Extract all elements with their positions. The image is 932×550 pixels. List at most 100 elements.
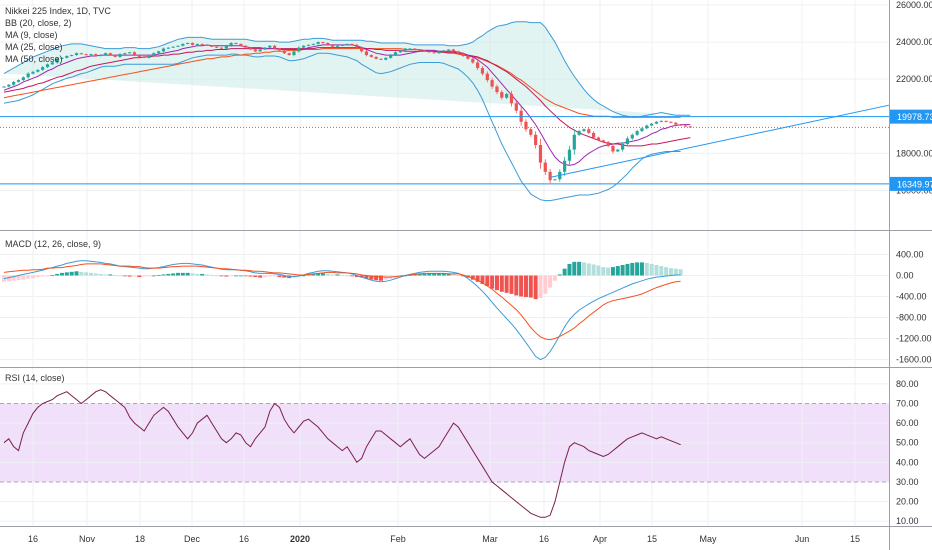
candle-body xyxy=(113,55,117,57)
candle-body xyxy=(128,52,132,54)
macd-histogram-bar xyxy=(248,275,253,277)
bb-legend[interactable]: BB (20, close, 2) xyxy=(5,18,72,28)
candles xyxy=(2,41,692,184)
macd-histogram-bar xyxy=(378,275,383,281)
candle-body xyxy=(389,55,393,58)
price-pane[interactable] xyxy=(0,21,890,202)
macd-histogram-bar xyxy=(243,275,248,277)
price-axis[interactable]: 26000.0024000.0022000.0020000.0018000.00… xyxy=(896,0,932,195)
macd-histogram-bar xyxy=(6,275,11,282)
macd-histogram-bar xyxy=(654,265,659,276)
macd-histogram-bar xyxy=(610,267,615,276)
candle-body xyxy=(45,64,50,68)
time-tick-label: Dec xyxy=(184,534,201,544)
ma25-legend[interactable]: MA (25, close) xyxy=(5,42,63,52)
macd-axis[interactable]: 400.00 0.00 -400.00 -800.00 -1200.00 -1600.00 xyxy=(896,250,932,365)
rsi-tick-label: 60.00 xyxy=(896,418,919,428)
candle-body xyxy=(650,123,654,126)
candle-body xyxy=(592,132,596,138)
macd-pane[interactable] xyxy=(2,260,683,361)
candle-body xyxy=(248,47,253,50)
macd-histogram-bar xyxy=(325,273,330,276)
candle-body xyxy=(485,73,489,81)
candle-body xyxy=(200,43,204,45)
candle-body xyxy=(664,120,668,122)
candle-body xyxy=(524,121,528,130)
macd-histogram-bar xyxy=(567,263,572,276)
candle-body xyxy=(152,53,156,56)
symbol-title[interactable]: Nikkei 225 Index, 1D, TVC xyxy=(5,6,111,16)
time-axis[interactable]: 16 Nov 18 Dec 16 2020 Feb Mar 16 Apr 15 May Jun 15 xyxy=(28,534,860,544)
macd-histogram-bar xyxy=(161,274,166,276)
macd-histogram-bar xyxy=(262,275,267,278)
macd-histogram-bar xyxy=(340,274,345,276)
macd-histogram-bar xyxy=(606,267,611,276)
macd-histogram-bar xyxy=(678,269,683,276)
candle-body xyxy=(41,67,45,70)
rsi-axis[interactable]: 80.00 70.00 60.00 50.00 40.00 30.00 20.00 10.00 xyxy=(896,379,919,526)
macd-histogram-bar xyxy=(335,274,340,276)
candle-body xyxy=(669,121,673,123)
candle-body xyxy=(31,71,35,74)
macd-histogram-bar xyxy=(591,264,596,276)
macd-histogram-bar xyxy=(204,274,209,276)
candle-body xyxy=(142,56,146,58)
macd-histogram-bar xyxy=(664,267,669,276)
macd-histogram-bar xyxy=(615,266,620,276)
macd-histogram-bar xyxy=(639,262,644,276)
candle-body xyxy=(659,120,663,122)
candle-body xyxy=(268,45,272,48)
candle-body xyxy=(132,52,137,56)
bollinger-band-fill xyxy=(4,21,691,118)
macd-histogram-bar xyxy=(412,274,417,276)
candle-body xyxy=(379,58,383,60)
macd-histogram-bar xyxy=(543,275,548,294)
indicator-legend: Nikkei 225 Index, 1D, TVC BB (20, close,… xyxy=(5,6,111,383)
candle-body xyxy=(74,53,79,56)
candle-body xyxy=(432,52,436,54)
macd-histogram-bar xyxy=(79,271,84,276)
macd-histogram-bar xyxy=(209,274,214,276)
upper-level-tag-box xyxy=(890,109,932,124)
candle-body xyxy=(50,62,54,65)
macd-histogram-bar xyxy=(21,275,26,280)
candle-body xyxy=(587,129,591,133)
candle-body xyxy=(12,81,16,85)
candle-body xyxy=(210,45,214,47)
macd-histogram-bar xyxy=(586,263,591,276)
candle-body xyxy=(538,144,543,163)
candle-body xyxy=(65,55,69,58)
macd-histogram-bar xyxy=(117,275,122,277)
macd-histogram-bar xyxy=(195,273,200,276)
macd-histogram-bar xyxy=(427,273,432,276)
candle-body xyxy=(326,43,330,45)
candle-body xyxy=(108,53,112,56)
macd-histogram-bar xyxy=(59,272,64,276)
macd-histogram-bar xyxy=(267,275,272,277)
rsi-pane[interactable] xyxy=(0,389,889,518)
candle-body xyxy=(654,121,659,124)
candle-body xyxy=(335,45,340,47)
macd-histogram-bar xyxy=(316,273,321,276)
trend-line[interactable] xyxy=(550,104,890,178)
candle-body xyxy=(529,129,533,135)
candle-body xyxy=(606,142,610,146)
candle-body xyxy=(418,49,422,51)
ma9-legend[interactable]: MA (9, close) xyxy=(5,30,58,40)
ma50-legend[interactable]: MA (50, close) xyxy=(5,54,63,64)
candle-body xyxy=(577,131,581,135)
candle-body xyxy=(273,45,277,49)
candle-body xyxy=(224,45,228,49)
candle-body xyxy=(147,55,151,58)
macd-histogram-bar xyxy=(625,263,630,276)
time-tick-label: May xyxy=(699,534,717,544)
macd-histogram-bar xyxy=(88,272,93,276)
candle-body xyxy=(229,43,233,46)
rsi-legend[interactable]: RSI (14, close) xyxy=(5,373,65,383)
macd-histogram-bar xyxy=(127,275,132,277)
macd-histogram-bar xyxy=(224,275,229,277)
candle-body xyxy=(186,43,190,45)
macd-legend[interactable]: MACD (12, 26, close, 9) xyxy=(5,239,101,249)
time-tick-label: 15 xyxy=(647,534,657,544)
macd-tick-label: 0.00 xyxy=(896,271,914,281)
